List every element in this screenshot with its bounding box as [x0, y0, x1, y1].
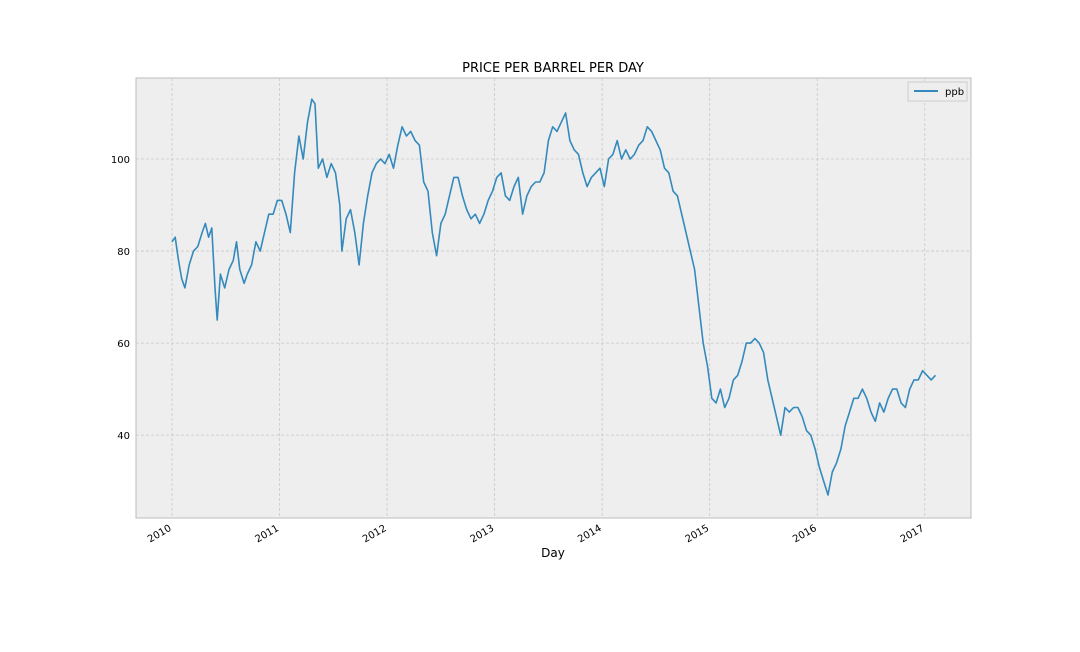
x-axis-label: Day	[541, 546, 565, 560]
marks	[171, 98, 937, 496]
x-tick-label: 2017	[899, 523, 927, 545]
plot-area	[135, 77, 972, 519]
legend-label: ppb	[945, 87, 964, 98]
y-tick-label: 60	[117, 339, 130, 350]
x-tick-label: 2011	[254, 523, 282, 545]
y-tick-label: 100	[111, 155, 130, 166]
chart-title: PRICE PER BARREL PER DAY	[462, 61, 644, 76]
x-tick-label: 2010	[146, 523, 174, 545]
x-tick-label: 2014	[576, 523, 604, 545]
x-tick-label: 2013	[469, 523, 497, 545]
y-tick-label: 80	[117, 247, 130, 258]
y-tick-label: 40	[117, 431, 130, 442]
grid	[136, 78, 971, 518]
x-tick-label: 2015	[684, 523, 712, 545]
x-tick-label: 2016	[791, 523, 819, 545]
x-tick-label: 2012	[361, 523, 389, 545]
series-line	[171, 98, 937, 496]
